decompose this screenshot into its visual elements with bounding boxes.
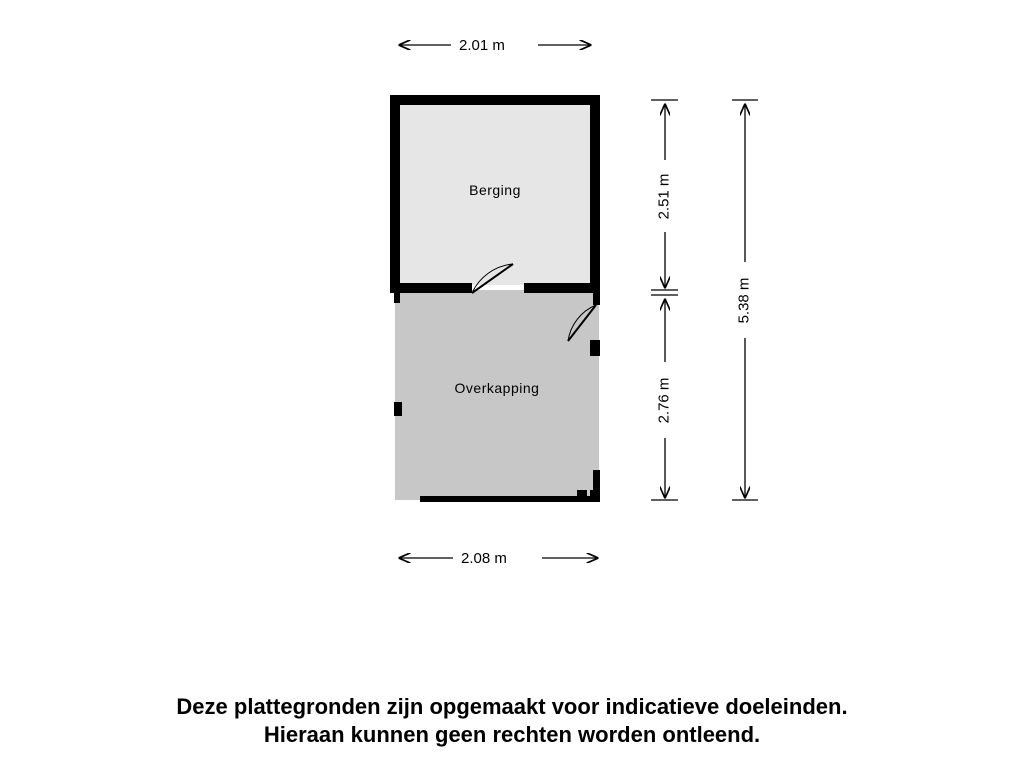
dim-right-lower-label: 2.76 m [655,378,672,424]
disclaimer-line1: Deze plattegronden zijn opgemaakt voor i… [176,694,847,719]
room-berging-label: Berging [395,182,595,198]
floorplan-svg [0,0,1024,620]
dim-right-upper-label: 2.51 m [655,174,672,220]
disclaimer-line2: Hieraan kunnen geen rechten worden ontle… [264,722,760,747]
dim-top-label: 2.01 m [459,37,505,54]
dim-right-total-label: 5.38 m [735,278,752,324]
room-overkapping-label: Overkapping [395,380,599,396]
dim-bottom-label: 2.08 m [461,550,507,567]
floorplan-stage: Berging Overkapping 2.01 m 2.08 m 2.51 m… [0,0,1024,768]
disclaimer: Deze plattegronden zijn opgemaakt voor i… [0,693,1024,748]
